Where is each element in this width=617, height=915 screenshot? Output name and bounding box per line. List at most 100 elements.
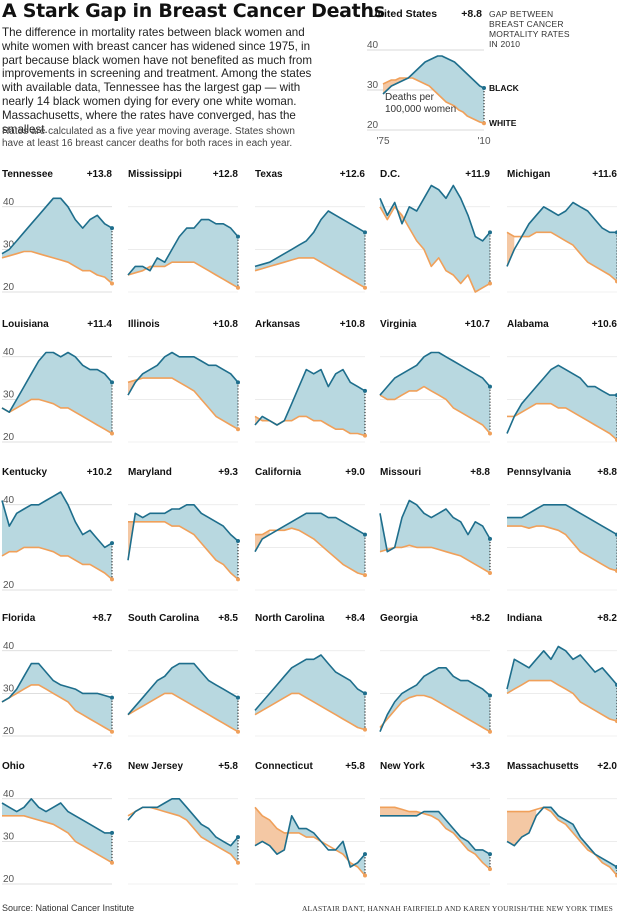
maryland-white-endpoint [236, 577, 240, 582]
georgia-black-endpoint [488, 693, 492, 698]
michigan-white-line [506, 231, 617, 282]
north-carolina-white-endpoint [363, 727, 367, 732]
louisiana-y-tick-40: 40 [3, 347, 15, 358]
state-panel-arkansas: Arkansas +10.8 [254, 319, 367, 443]
state-panel-kentucky: 203040Kentucky+10.2 [1, 467, 114, 591]
florida-y-tick-40: 40 [3, 641, 15, 652]
missouri-name: Missouri [380, 467, 421, 478]
california-gap: +9.0 [345, 467, 365, 478]
georgia-name: Georgia [380, 613, 418, 624]
massachusetts-black-line [506, 806, 617, 868]
virginia-black-endpoint [488, 384, 492, 389]
state-panel-illinois: Illinois +10.8 [127, 319, 240, 443]
georgia-white-endpoint [488, 729, 492, 734]
south-carolina-name: South Carolina [128, 613, 200, 624]
alabama-name: Alabama [507, 319, 549, 330]
florida-black-line [1, 662, 113, 703]
state-panel-missouri: Missouri +8.8 [379, 467, 492, 591]
arkansas-white-endpoint [363, 433, 367, 438]
us-name: United States [370, 8, 437, 20]
methodology-note: Rates are calculated as a five year movi… [2, 126, 295, 149]
d-c-gap: +11.9 [465, 169, 490, 180]
ohio-white-line [2, 815, 113, 864]
us-black-label: BLACK [489, 83, 520, 93]
arkansas-black-line [254, 368, 366, 426]
us-y-tick-20: 20 [367, 120, 379, 131]
pennsylvania-white-line [507, 525, 617, 572]
texas-white-endpoint [363, 285, 367, 290]
illinois-gap: +10.8 [213, 319, 239, 330]
florida-y-tick-20: 20 [3, 726, 15, 737]
missouri-white-endpoint [488, 570, 492, 575]
illinois-black-line [127, 351, 239, 396]
indiana-name: Indiana [507, 613, 542, 624]
us-x-tick-start: '75 [376, 136, 389, 147]
louisiana-gap: +11.4 [87, 319, 112, 330]
missouri-gap: +8.8 [470, 467, 490, 478]
michigan-gap: +11.6 [592, 169, 617, 180]
north-carolina-white-line [254, 692, 366, 731]
state-panel-maryland: Maryland +9.3 [127, 467, 240, 591]
maryland-black-endpoint [236, 539, 240, 543]
maryland-gap: +9.3 [218, 467, 238, 478]
us-black-line [382, 55, 485, 95]
new-york-name: New York [380, 761, 425, 772]
state-panel-new-jersey: New Jersey +5.8 [127, 761, 240, 885]
state-panel-california: California +9.0 [254, 467, 367, 591]
florida-gap: +8.7 [92, 613, 112, 624]
south-carolina-black-line [127, 662, 239, 716]
texas-gap-area-0 [255, 211, 365, 288]
ohio-name: Ohio [2, 761, 25, 772]
connecticut-name: Connecticut [255, 761, 313, 772]
pennsylvania-black-line [507, 504, 617, 536]
mississippi-white-endpoint [236, 285, 240, 290]
maryland-name: Maryland [128, 467, 172, 478]
state-panel-louisiana: 20 30 40 Louisiana +11.4 [1, 319, 114, 443]
connecticut-white-endpoint [363, 873, 367, 878]
arkansas-name: Arkansas [255, 319, 300, 330]
tennessee-gap-area-0 [2, 198, 112, 284]
new-york-black-line [380, 810, 491, 855]
michigan-gap-area-0 [507, 232, 515, 267]
indiana-black-line [506, 645, 617, 690]
ohio-y-tick-40: 40 [3, 789, 15, 800]
indiana-gap: +8.2 [597, 613, 617, 624]
tennessee-y-tick-20: 20 [3, 282, 15, 293]
us-gap-label: GAP BETWEEN BREAST CANCER MORTALITY RATES I… [489, 9, 570, 49]
us-y-tick-30: 30 [367, 80, 379, 91]
state-panel-connecticut: Connecticut +5.8 [254, 761, 367, 885]
alabama-white-line [507, 402, 617, 441]
south-carolina-white-line [127, 692, 239, 733]
california-white-line [255, 527, 366, 576]
kentucky-gap-area-0 [2, 492, 112, 580]
state-panel-michigan: Michigan +11.6 [506, 169, 617, 293]
florida-black-endpoint [110, 695, 114, 700]
virginia-white-endpoint [488, 431, 492, 436]
north-carolina-black-endpoint [363, 691, 367, 696]
louisiana-gap-area-0 [2, 352, 112, 434]
source-note: Source: National Cancer Institute [2, 903, 135, 913]
tennessee-y-tick-40: 40 [3, 197, 15, 208]
connecticut-gap-area-5 [354, 854, 365, 876]
florida-gap-area-0 [2, 663, 112, 732]
new-jersey-gap-area-1 [135, 798, 238, 863]
virginia-gap: +10.7 [465, 319, 491, 330]
us-black-endpoint [482, 86, 486, 90]
california-name: California [255, 467, 302, 478]
us-gap: +8.8 [461, 8, 482, 20]
north-carolina-gap: +8.4 [345, 613, 365, 624]
georgia-gap: +8.2 [470, 613, 490, 624]
missouri-black-endpoint [488, 536, 492, 541]
california-white-endpoint [363, 573, 367, 578]
state-panel-indiana: Indiana +8.2 [506, 613, 617, 737]
tennessee-black-endpoint [110, 226, 114, 231]
new-york-black-endpoint [488, 852, 492, 857]
florida-y-tick-30: 30 [3, 683, 15, 694]
virginia-black-line [379, 351, 491, 396]
michigan-black-line [506, 201, 617, 267]
connecticut-white-line [254, 806, 366, 877]
massachusetts-white-line [507, 806, 617, 877]
state-panel-north-carolina: North Carolina +8.4 [254, 613, 367, 737]
tennessee-gap: +13.8 [87, 169, 113, 180]
pennsylvania-name: Pennsylvania [507, 467, 571, 478]
